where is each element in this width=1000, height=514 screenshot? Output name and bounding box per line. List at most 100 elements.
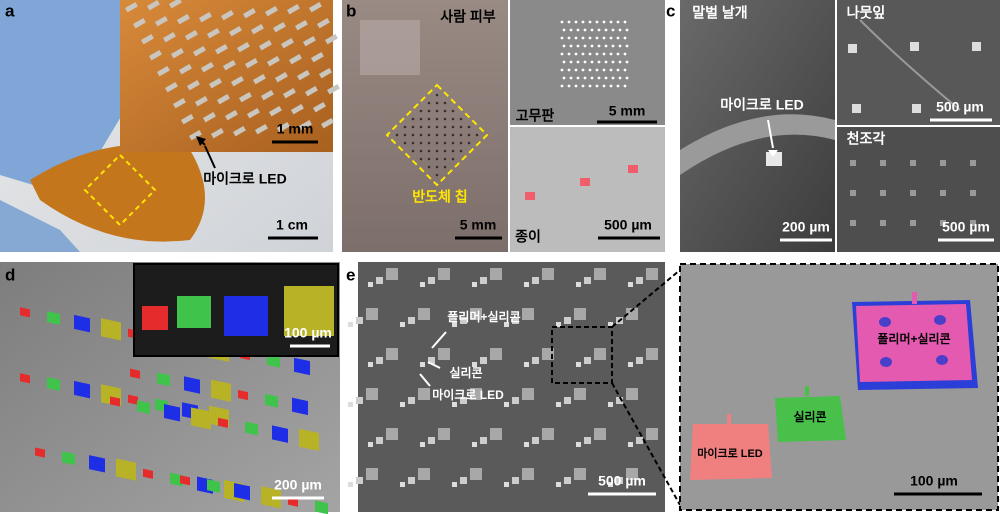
chip <box>616 36 620 40</box>
arrow <box>431 331 447 349</box>
chip <box>574 36 578 40</box>
chip <box>562 60 566 64</box>
chip <box>542 268 554 280</box>
chip <box>435 157 439 161</box>
chip <box>604 60 608 64</box>
pad <box>291 104 304 115</box>
chip <box>588 20 592 24</box>
chip <box>604 76 608 80</box>
chip <box>608 482 613 487</box>
chip <box>366 388 378 400</box>
chip <box>524 362 529 367</box>
arrow <box>767 119 774 149</box>
chip <box>435 133 439 137</box>
chip <box>427 109 431 113</box>
chip <box>438 268 450 280</box>
chip <box>623 52 627 56</box>
chip <box>625 44 629 48</box>
chip <box>130 368 140 379</box>
pad <box>283 88 296 99</box>
chip <box>595 68 599 72</box>
chip <box>567 68 571 72</box>
chip <box>590 44 594 48</box>
chip <box>443 117 447 121</box>
chip <box>532 357 539 364</box>
chip <box>419 117 423 121</box>
chip <box>618 76 622 80</box>
pad <box>189 130 202 141</box>
chip <box>348 482 353 487</box>
paper-sem <box>510 127 665 252</box>
chip <box>524 282 529 287</box>
chip <box>459 149 463 153</box>
chip <box>267 353 280 368</box>
chip <box>626 308 638 320</box>
chip <box>560 52 564 56</box>
callout: 마이크로 LED <box>720 97 803 113</box>
pad <box>209 78 222 89</box>
chip <box>584 277 591 284</box>
pad <box>311 51 324 63</box>
chip <box>602 68 606 72</box>
panel-b: b 사람 피부 반도체 칩 5 mm 고무판 5 mm 종이 500 µm <box>342 0 665 252</box>
chip <box>569 60 573 64</box>
reflection <box>360 20 420 75</box>
chip <box>880 190 886 196</box>
pad <box>255 124 268 135</box>
hole <box>879 317 891 327</box>
chip <box>609 36 613 40</box>
chip <box>567 20 571 24</box>
glove <box>0 200 80 252</box>
chip <box>646 268 658 280</box>
chip <box>616 20 620 24</box>
chip <box>636 277 643 284</box>
chip-yellow <box>284 286 334 336</box>
chip <box>459 117 463 121</box>
chip-led <box>690 424 772 480</box>
chip <box>618 44 622 48</box>
pad <box>193 46 206 57</box>
chip <box>595 84 599 88</box>
chip <box>435 109 439 113</box>
zoom-panel: 폴리머+실리콘 실리콘 마이크로 LED 100 µm <box>679 263 999 511</box>
chip <box>452 482 457 487</box>
chip <box>576 362 581 367</box>
label: 실리콘 <box>449 365 482 380</box>
chip <box>435 117 439 121</box>
chip <box>940 190 946 196</box>
chip <box>470 388 482 400</box>
label: 고무판 <box>516 108 555 124</box>
arrow <box>419 373 431 387</box>
chip <box>443 157 447 161</box>
chip <box>580 178 590 186</box>
chip <box>472 442 477 447</box>
pad <box>203 112 216 123</box>
chip <box>427 141 431 145</box>
scale-label: 200 µm <box>274 477 322 493</box>
panel-letter: a <box>5 1 15 20</box>
chip <box>597 28 601 32</box>
chip <box>411 133 415 137</box>
pad <box>325 34 338 45</box>
zoom-line <box>611 269 681 328</box>
chip <box>910 190 916 196</box>
chip <box>368 362 373 367</box>
chip <box>472 362 477 367</box>
pad <box>185 30 198 41</box>
label: 반도체 칩 <box>412 189 467 205</box>
chip <box>595 52 599 56</box>
chip <box>584 437 591 444</box>
chip <box>47 377 60 391</box>
chip <box>616 397 623 404</box>
chip <box>234 482 250 501</box>
chip <box>459 125 463 129</box>
pad <box>313 102 326 113</box>
chip <box>626 468 638 480</box>
chip <box>428 277 435 284</box>
chip <box>428 437 435 444</box>
chip <box>218 417 228 428</box>
pad <box>231 76 244 87</box>
chip <box>940 220 946 226</box>
chip <box>400 322 405 327</box>
pad <box>177 13 190 25</box>
